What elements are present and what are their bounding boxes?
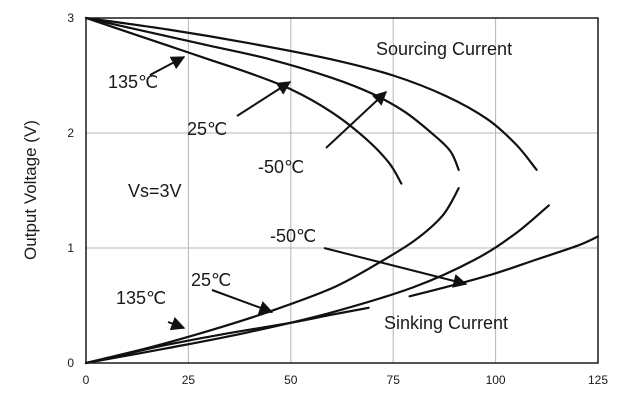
series-line-sink-minus50: [84, 204, 550, 365]
annotation-sinking-current: Sinking Current: [384, 313, 508, 333]
plot-frame: [85, 17, 599, 364]
y-tick-label: 3: [67, 11, 74, 25]
y-tick-labels: 0 1 2 3: [67, 11, 74, 370]
arrow-source-25: [236, 81, 292, 117]
annotation-sourcing-current: Sourcing Current: [376, 39, 512, 59]
x-tick-label: 100: [486, 373, 506, 387]
arrow-sink-minus50: [323, 247, 468, 288]
x-tick-label: 125: [588, 373, 608, 387]
arrow-source-minus50: [325, 91, 388, 149]
series-label-source-25: 25℃: [187, 119, 227, 139]
y-axis-label: Output Voltage (V): [21, 120, 40, 260]
y-tick-label: 0: [67, 356, 74, 370]
series-label-sink-25: 25℃: [191, 270, 231, 290]
y-tick-label: 2: [67, 126, 74, 140]
series-line-source-minus50: [84, 16, 538, 171]
y-tick-label: 1: [67, 241, 74, 255]
arrow-sink-25: [211, 289, 274, 315]
arrow-source-135: [149, 56, 186, 76]
series-line-source-25: [84, 16, 460, 171]
annotation-supply-voltage: Vs=3V: [128, 181, 182, 201]
arrow-sink-135: [167, 317, 186, 331]
series-label-sink-135: 135℃: [116, 288, 166, 308]
series-label-sink-minus50: -50℃: [270, 226, 316, 246]
curves: [84, 16, 600, 365]
series-line-source-135: [84, 16, 403, 185]
series-label-source-135: 135℃: [108, 72, 158, 92]
series-label-source-minus50: -50℃: [258, 157, 304, 177]
x-tick-labels: 0 25 50 75 100 125: [83, 373, 609, 387]
x-tick-label: 50: [284, 373, 298, 387]
x-tick-label: 0: [83, 373, 90, 387]
x-tick-label: 25: [182, 373, 196, 387]
x-tick-label: 75: [387, 373, 401, 387]
label-arrows: [149, 56, 468, 331]
series-line-sink-25: [84, 187, 460, 365]
series-line-extra: [408, 235, 600, 298]
